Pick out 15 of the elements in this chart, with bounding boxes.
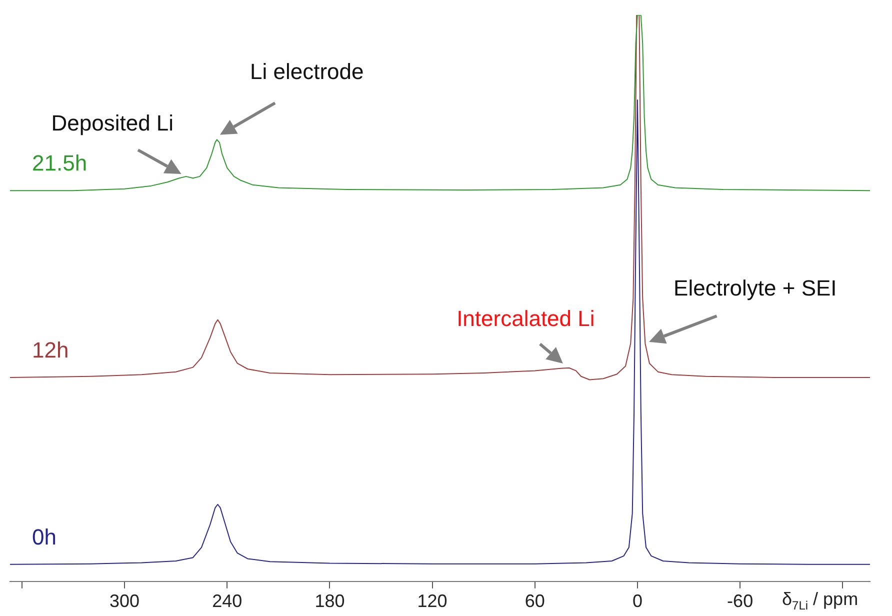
annotation: Li electrode (250, 58, 364, 84)
series-label: 21.5h (32, 150, 88, 176)
x-tick-label: 300 (110, 591, 140, 612)
x-tick-label: 60 (524, 591, 545, 612)
x-tick-label: 120 (417, 591, 448, 612)
annotation: Electrolyte + SEI (674, 276, 837, 301)
x-tick-label: 0 (632, 591, 642, 612)
x-tick-label: 180 (314, 591, 345, 612)
x-tick-label: -60 (727, 591, 754, 612)
x-axis-title: δ$_{7Li}$ / ppm (782, 589, 858, 613)
series-label: 12h (32, 337, 69, 362)
series-label: 0h (32, 524, 56, 550)
annotation: Intercalated Li (456, 306, 595, 332)
annotation: Deposited Li (51, 110, 174, 136)
x-tick-label: 240 (212, 591, 242, 612)
